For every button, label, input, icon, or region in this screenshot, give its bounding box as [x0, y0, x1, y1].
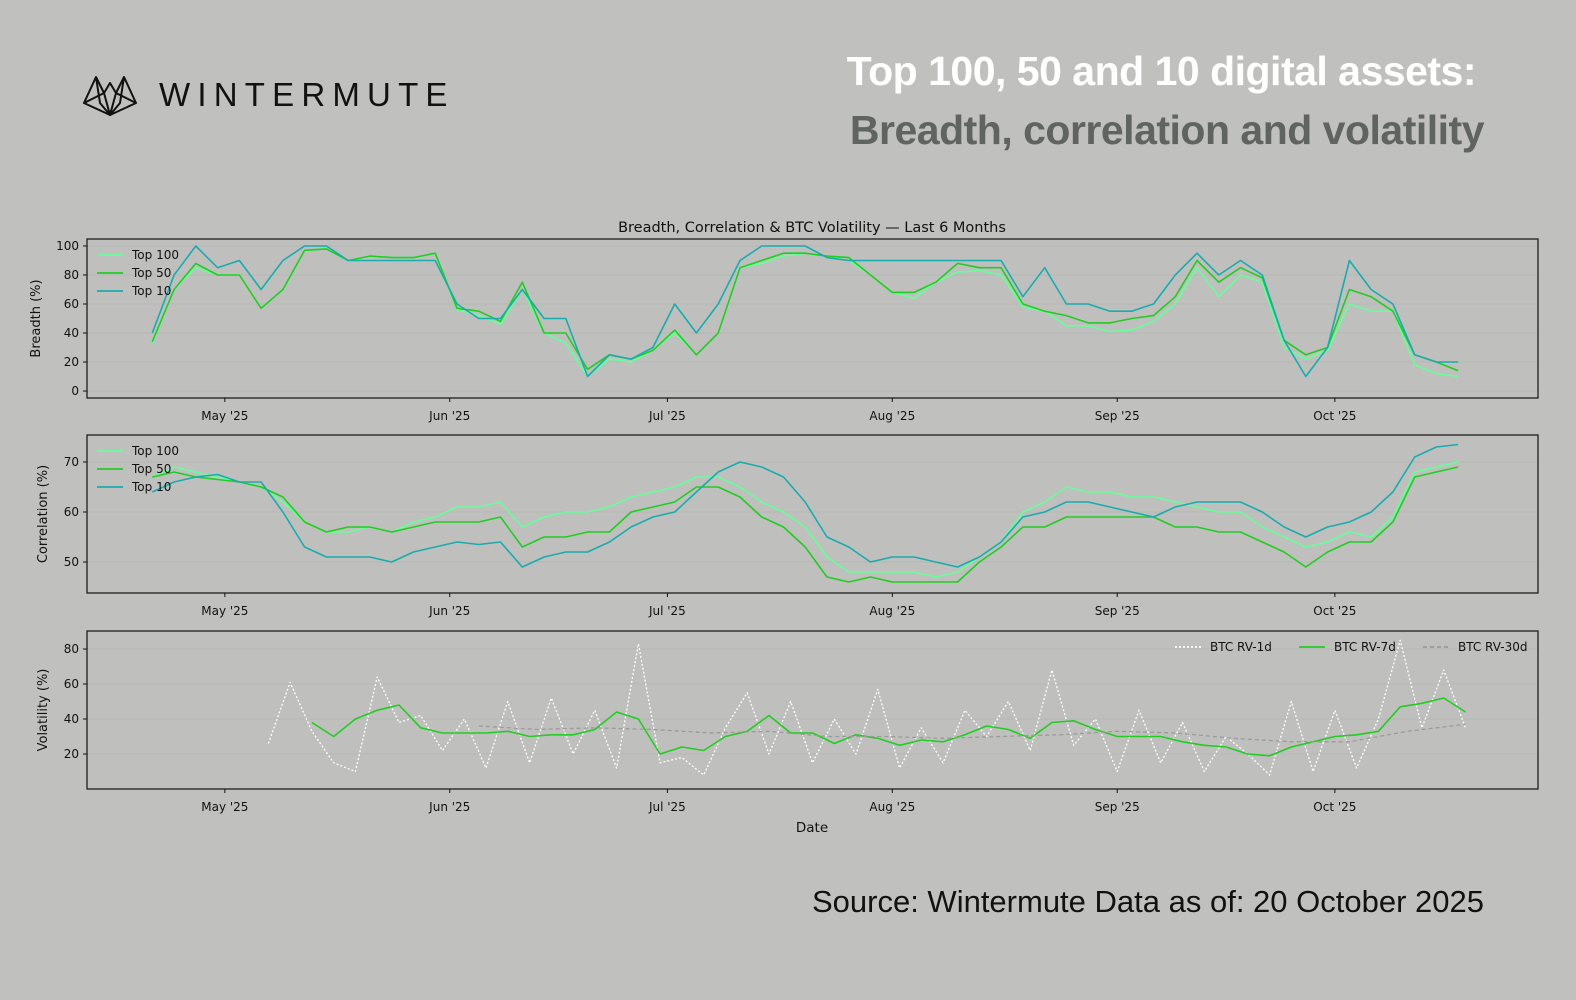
y-tick-label: 60: [64, 505, 79, 519]
axes-frame: [86, 238, 1539, 399]
series-line-btc-rv-30d: [478, 723, 1466, 743]
x-tick-label: Jun '25: [428, 604, 470, 618]
y-axis-label: Breadth (%): [29, 279, 44, 357]
x-tick-label: Jun '25: [428, 800, 470, 814]
series-line-btc-rv-1d: [267, 639, 1467, 776]
legend-label: Top 50: [131, 266, 171, 280]
legend-label: Top 100: [131, 444, 179, 458]
y-tick-label: 40: [64, 712, 79, 726]
legend-label: Top 10: [131, 284, 171, 298]
y-axis-label: Volatility (%): [36, 669, 51, 752]
source-note: Source: Wintermute Data as of: 20 Octobe…: [811, 884, 1484, 919]
brand-name: WINTERMUTE: [159, 76, 455, 113]
x-tick-label: Aug '25: [869, 604, 915, 618]
axes-frame: [86, 630, 1539, 790]
wintermute-logo-icon: [83, 76, 137, 116]
y-tick-label: 80: [64, 642, 79, 656]
x-tick-label: Aug '25: [869, 409, 915, 423]
y-tick-label: 50: [64, 555, 79, 569]
series-line-top-10: [151, 245, 1459, 378]
y-tick-label: 0: [71, 384, 79, 398]
x-tick-label: Sep '25: [1095, 800, 1140, 814]
x-tick-label: May '25: [201, 409, 248, 423]
y-tick-label: 80: [64, 268, 79, 282]
legend-label: BTC RV-7d: [1334, 640, 1396, 654]
x-tick-label: Jul '25: [648, 604, 686, 618]
axes-frame: [86, 434, 1539, 594]
plot-area: [87, 239, 1538, 398]
y-tick-label: 20: [64, 355, 79, 369]
series-line-top-50: [151, 248, 1459, 372]
y-tick-label: 40: [64, 326, 79, 340]
y-tick-label: 60: [64, 297, 79, 311]
y-tick-label: 100: [56, 239, 79, 253]
x-tick-label: Sep '25: [1095, 604, 1140, 618]
page-subtitle: Breadth, correlation and volatility: [849, 107, 1485, 153]
y-tick-label: 60: [64, 677, 79, 691]
legend-label: BTC RV-1d: [1210, 640, 1272, 654]
x-tick-label: Jul '25: [648, 800, 686, 814]
legend-label: Top 100: [131, 248, 179, 262]
chart-title: Breadth, Correlation & BTC Volatility — …: [618, 220, 1006, 236]
x-tick-label: May '25: [201, 604, 248, 618]
plot-area: [87, 631, 1538, 789]
y-tick-label: 20: [64, 747, 79, 761]
x-tick-label: May '25: [201, 800, 248, 814]
series-line-top-50: [152, 466, 1459, 583]
x-tick-label: Aug '25: [869, 800, 915, 814]
x-tick-label: Oct '25: [1313, 604, 1356, 618]
x-tick-label: Oct '25: [1313, 409, 1356, 423]
x-tick-label: Sep '25: [1095, 409, 1140, 423]
y-tick-label: 70: [64, 455, 79, 469]
x-tick-label: Jul '25: [648, 409, 686, 423]
legend-label: Top 50: [131, 462, 171, 476]
legend-label: Top 10: [131, 480, 171, 494]
legend-label: BTC RV-30d: [1458, 640, 1527, 654]
x-tick-label: Oct '25: [1313, 800, 1356, 814]
series-line-top-10: [151, 443, 1459, 568]
series-line-btc-rv-7d: [311, 697, 1466, 757]
page-title: Top 100, 50 and 10 digital assets:: [846, 48, 1477, 94]
y-axis-label: Correlation (%): [36, 465, 51, 563]
x-tick-label: Jun '25: [428, 409, 470, 423]
x-axis-label: Date: [796, 820, 828, 836]
